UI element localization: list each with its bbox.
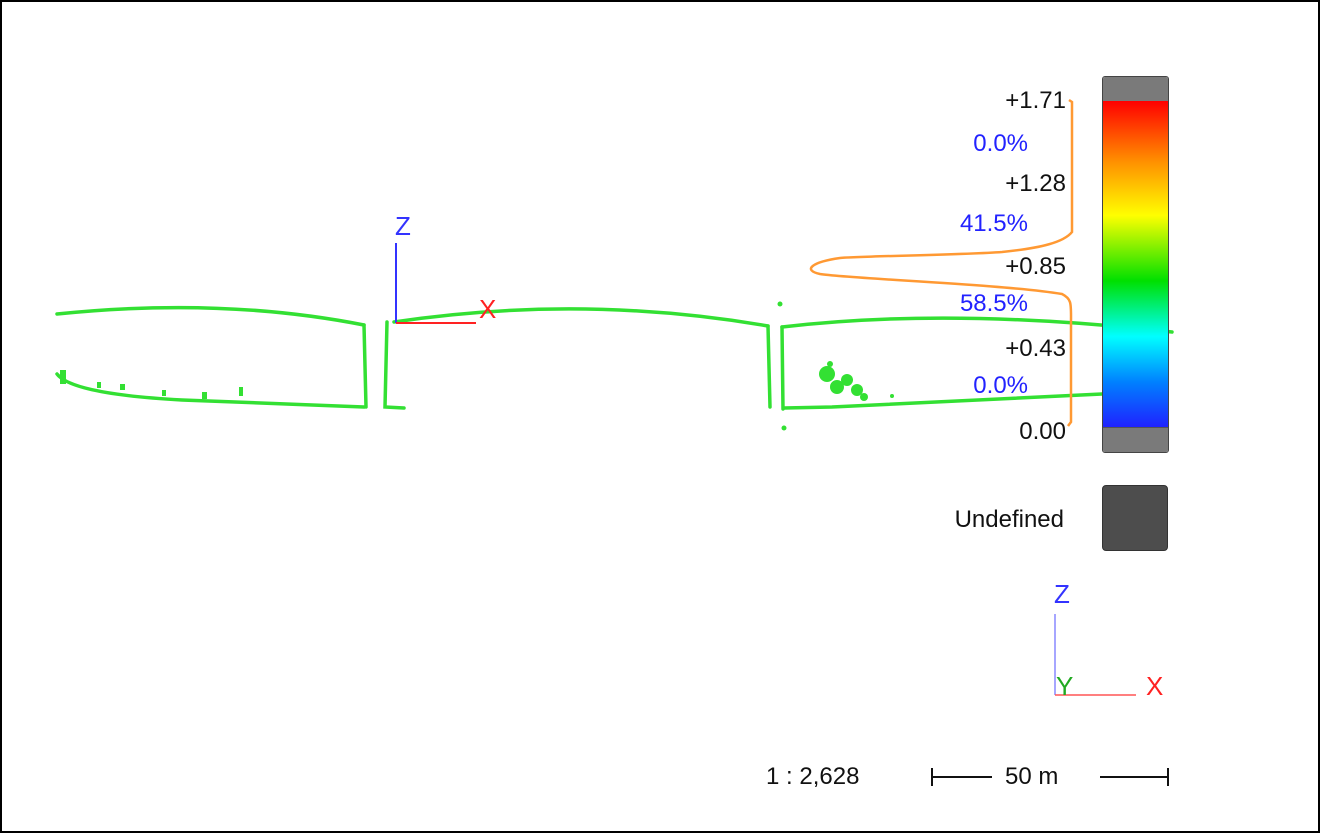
triad-x-label: X (1146, 671, 1164, 701)
scale-ratio: 1 : 2,628 (766, 763, 860, 790)
axis-triad (1054, 614, 1136, 696)
scene-z-label: Z (395, 211, 411, 241)
scale-percent-label: 0.0% (973, 130, 1028, 157)
color-scale-gradient (1103, 101, 1168, 428)
scale-value-label: +1.28 (1005, 170, 1066, 197)
scene-x-label: X (479, 294, 497, 324)
scale-value-label: 0.00 (1019, 418, 1066, 445)
scale-distance: 50 m (1005, 763, 1059, 790)
histogram-curve (809, 98, 1074, 427)
undefined-label: Undefined (954, 506, 1064, 533)
color-scale-below-range (1103, 427, 1168, 452)
triad-z-label: Z (1054, 579, 1070, 609)
scale-bar (931, 768, 1169, 786)
color-scale-bar (1102, 76, 1169, 453)
scale-percent-label: 41.5% (959, 210, 1028, 237)
scale-percent-label: 58.5% (959, 290, 1028, 317)
scene-origin-axes (395, 243, 476, 324)
scale-value-label: +1.71 (1005, 87, 1066, 114)
undefined-color-swatch (1102, 485, 1168, 551)
scale-value-label: +0.43 (1005, 335, 1066, 362)
point-cloud-noise (60, 301, 894, 431)
scale-value-label: +0.85 (1005, 253, 1066, 280)
triad-y-label: Y (1056, 671, 1074, 701)
color-scale-above-range (1103, 77, 1168, 102)
scale-percent-label: 0.0% (973, 372, 1028, 399)
